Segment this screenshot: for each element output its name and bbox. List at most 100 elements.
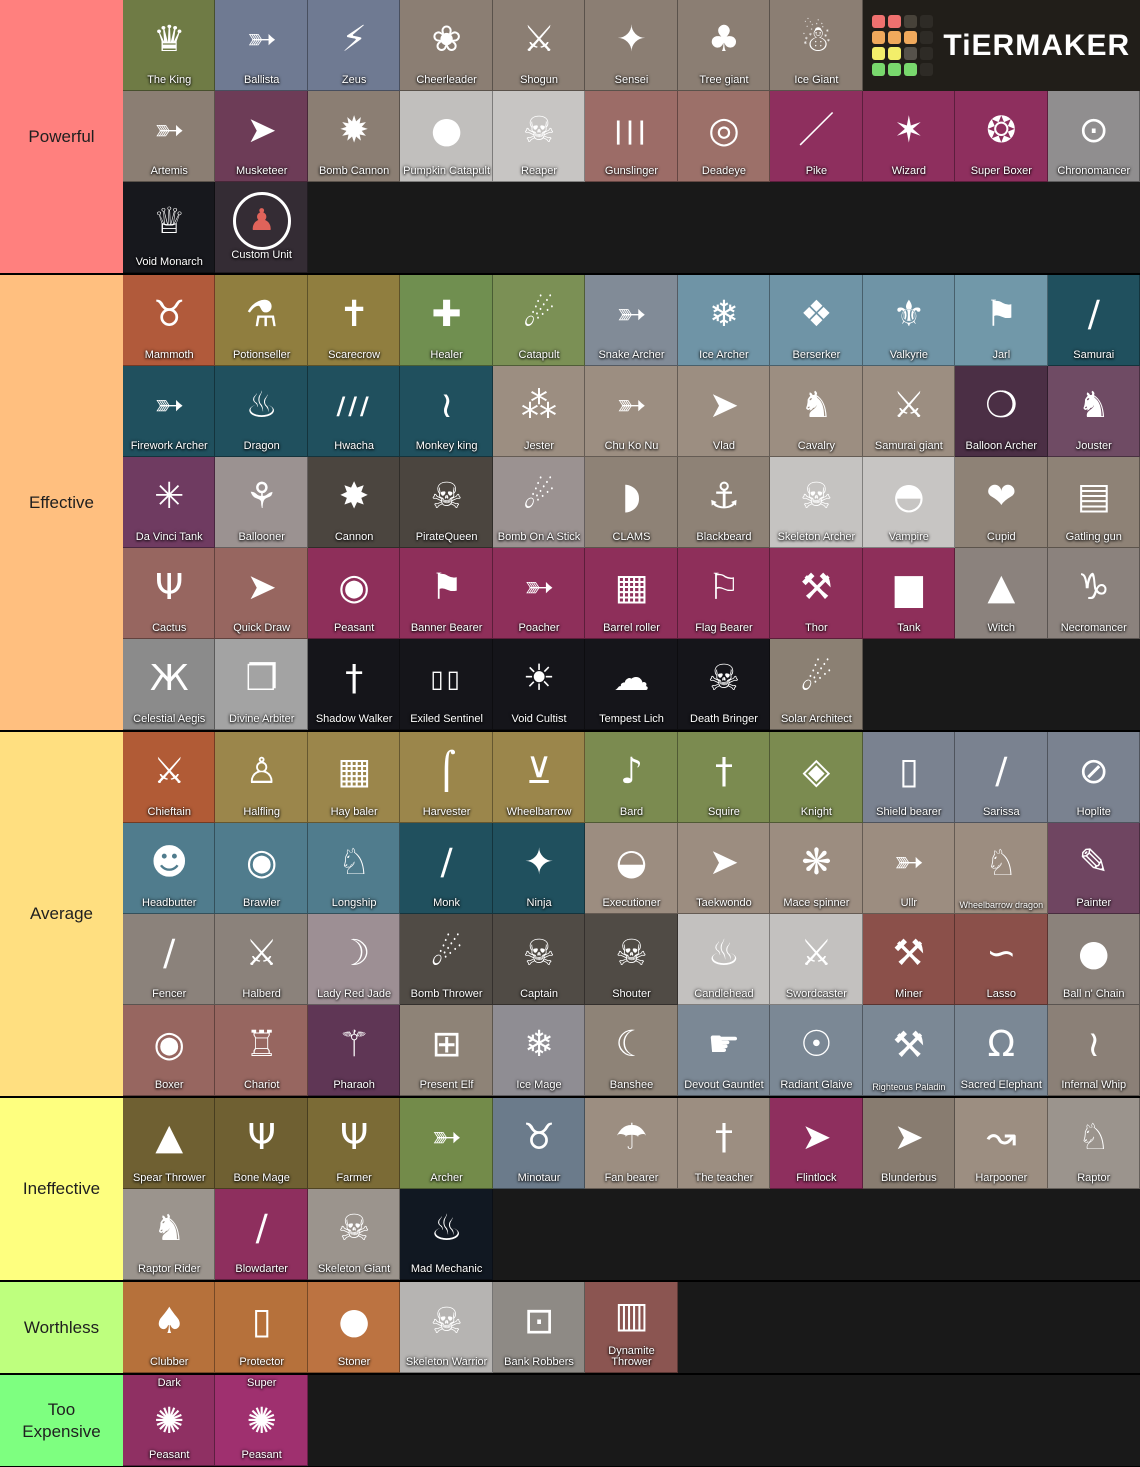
tile-catapult[interactable]: ☄ Catapult xyxy=(492,275,586,366)
tile-bone-mage[interactable]: Ψ Bone Mage xyxy=(215,1098,308,1189)
tile-artemis[interactable]: ➳ Artemis xyxy=(123,91,216,182)
tile-shield-bearer[interactable]: ▯ Shield bearer xyxy=(862,732,956,823)
tile-super-peasant[interactable]: Super ✺ Peasant xyxy=(215,1375,308,1466)
tile-swordcaster[interactable]: ⚔ Swordcaster xyxy=(770,914,863,1005)
tile-samurai-giant[interactable]: ⚔ Samurai giant xyxy=(862,366,956,457)
tile-wheelbarrow[interactable]: ⊻ Wheelbarrow xyxy=(492,732,586,823)
tile-bomb-on-a-stick[interactable]: ☄ Bomb On A Stick xyxy=(492,457,586,548)
tile-present-elf[interactable]: ⊞ Present Elf xyxy=(400,1005,493,1096)
tile-tempest-lich[interactable]: ☁ Tempest Lich xyxy=(585,639,678,730)
tile-knight[interactable]: ◈ Knight xyxy=(770,732,863,823)
tile-quick-draw[interactable]: ➤ Quick Draw xyxy=(215,548,308,639)
tile-chu-ko-nu[interactable]: ➳ Chu Ko Nu xyxy=(585,366,678,457)
tile-hoplite[interactable]: ⊘ Hoplite xyxy=(1047,732,1140,823)
tile-blowdarter[interactable]: ∕ Blowdarter xyxy=(215,1189,308,1280)
tile-raptor[interactable]: ♘ Raptor xyxy=(1047,1098,1140,1189)
tile-pharaoh[interactable]: ⚚ Pharaoh xyxy=(307,1005,401,1096)
tile-banshee[interactable]: ☾ Banshee xyxy=(585,1005,678,1096)
tile-sensei[interactable]: ✦ Sensei xyxy=(585,0,678,91)
tile-fencer[interactable]: ∕ Fencer xyxy=(123,914,216,1005)
tile-da-vinci-tank[interactable]: ✳ Da Vinci Tank xyxy=(123,457,216,548)
tile-peasant[interactable]: ◉ Peasant xyxy=(307,548,401,639)
tile-clams[interactable]: ◗ CLAMS xyxy=(585,457,678,548)
tile-deadeye[interactable]: ◎ Deadeye xyxy=(677,91,771,182)
tile-righteous-paladin[interactable]: ⚒ Righteous Paladin xyxy=(862,1005,956,1096)
tile-pike[interactable]: ／ Pike xyxy=(770,91,863,182)
tile-hwacha[interactable]: /// Hwacha xyxy=(307,366,401,457)
tile-witch[interactable]: ▲ Witch xyxy=(955,548,1048,639)
tile-protector[interactable]: ▯ Protector xyxy=(215,1282,308,1373)
tile-halfling[interactable]: ♙ Halfling xyxy=(215,732,308,823)
tile-stoner[interactable]: ● Stoner xyxy=(307,1282,401,1373)
tile-barrel-roller[interactable]: ▦ Barrel roller xyxy=(585,548,678,639)
tile-bomb-thrower[interactable]: ☄ Bomb Thrower xyxy=(400,914,493,1005)
tile-thor[interactable]: ⚒ Thor xyxy=(770,548,863,639)
tile-squire[interactable]: † Squire xyxy=(677,732,771,823)
tile-ballooner[interactable]: ⚘ Ballooner xyxy=(215,457,308,548)
tile-snake-archer[interactable]: ➳ Snake Archer xyxy=(585,275,678,366)
tile-the-teacher[interactable]: † The teacher xyxy=(677,1098,771,1189)
tile-ice-archer[interactable]: ❄ Ice Archer xyxy=(677,275,771,366)
tile-pumpkin-catapult[interactable]: ● Pumpkin Catapult xyxy=(400,91,493,182)
tile-dragon[interactable]: ♨ Dragon xyxy=(215,366,308,457)
tile-berserker[interactable]: ❖ Berserker xyxy=(770,275,863,366)
tile-harpooner[interactable]: ↝ Harpooner xyxy=(955,1098,1048,1189)
tile-shouter[interactable]: ☠ Shouter xyxy=(585,914,678,1005)
tile-infernal-whip[interactable]: ≀ Infernal Whip xyxy=(1047,1005,1140,1096)
tile-samurai[interactable]: ∕ Samurai xyxy=(1047,275,1140,366)
tile-harvester[interactable]: ⌠ Harvester xyxy=(400,732,493,823)
tile-monkey-king[interactable]: ≀ Monkey king xyxy=(400,366,493,457)
tile-vlad[interactable]: ➤ Vlad xyxy=(677,366,771,457)
tile-piratequeen[interactable]: ☠ PirateQueen xyxy=(400,457,493,548)
tile-candlehead[interactable]: ♨ Candlehead xyxy=(677,914,771,1005)
tile-radiant-glaive[interactable]: ☉ Radiant Glaive xyxy=(770,1005,863,1096)
tile-lady-red-jade[interactable]: ☽ Lady Red Jade xyxy=(307,914,401,1005)
tile-raptor-rider[interactable]: ♞ Raptor Rider xyxy=(123,1189,216,1280)
tile-banner-bearer[interactable]: ⚑ Banner Bearer xyxy=(400,548,493,639)
tile-boxer[interactable]: ◉ Boxer xyxy=(123,1005,216,1096)
tile-sacred-elephant[interactable]: Ω Sacred Elephant xyxy=(955,1005,1048,1096)
tile-chieftain[interactable]: ⚔ Chieftain xyxy=(123,732,216,823)
tile-jarl[interactable]: ⚑ Jarl xyxy=(955,275,1048,366)
tile-ninja[interactable]: ✦ Ninja xyxy=(492,823,586,914)
tile-blunderbus[interactable]: ➤ Blunderbus xyxy=(862,1098,956,1189)
tile-death-bringer[interactable]: ☠ Death Bringer xyxy=(677,639,771,730)
tile-painter[interactable]: ✎ Painter xyxy=(1047,823,1140,914)
tile-gatling-gun[interactable]: ▤ Gatling gun xyxy=(1047,457,1140,548)
tile-blackbeard[interactable]: ⚓ Blackbeard xyxy=(677,457,771,548)
tile-vampire[interactable]: ◓ Vampire xyxy=(862,457,956,548)
tile-taekwondo[interactable]: ➤ Taekwondo xyxy=(677,823,771,914)
tile-ball-n-chain[interactable]: ● Ball n' Chain xyxy=(1047,914,1140,1005)
tile-mammoth[interactable]: ♉ Mammoth xyxy=(123,275,216,366)
tile-cheerleader[interactable]: ❀ Cheerleader xyxy=(400,0,493,91)
tile-jouster[interactable]: ♞ Jouster xyxy=(1047,366,1140,457)
tile-skeleton-archer[interactable]: ☠ Skeleton Archer xyxy=(770,457,863,548)
tile-super-boxer[interactable]: ❂ Super Boxer xyxy=(955,91,1048,182)
tile-balloon-archer[interactable]: ❍ Balloon Archer xyxy=(955,366,1048,457)
tile-wheelbarrow-dragon[interactable]: ♘ Wheelbarrow dragon xyxy=(955,823,1048,914)
tile-necromancer[interactable]: ♑ Necromancer xyxy=(1047,548,1140,639)
tile-celestial-aegis[interactable]: Ж Celestial Aegis xyxy=(123,639,216,730)
tile-void-cultist[interactable]: ☀ Void Cultist xyxy=(492,639,586,730)
tile-skeleton-warrior[interactable]: ☠ Skeleton Warrior xyxy=(400,1282,493,1373)
tile-longship[interactable]: ♘ Longship xyxy=(307,823,401,914)
tile-musketeer[interactable]: ➤ Musketeer xyxy=(215,91,308,182)
tile-executioner[interactable]: ◒ Executioner xyxy=(585,823,678,914)
tile-shadow-walker[interactable]: † Shadow Walker xyxy=(307,639,401,730)
tile-brawler[interactable]: ◉ Brawler xyxy=(215,823,308,914)
tile-void-monarch[interactable]: ♕ Void Monarch xyxy=(123,182,216,273)
tile-archer[interactable]: ➳ Archer xyxy=(400,1098,493,1189)
tile-solar-architect[interactable]: ☄ Solar Architect xyxy=(770,639,863,730)
tile-tree-giant[interactable]: ♣ Tree giant xyxy=(677,0,771,91)
tile-dark-peasant[interactable]: Dark ✺ Peasant xyxy=(123,1375,216,1466)
tile-ullr[interactable]: ➳ Ullr xyxy=(862,823,956,914)
tile-lasso[interactable]: ∽ Lasso xyxy=(955,914,1048,1005)
tile-gunslinger[interactable]: ||| Gunslinger xyxy=(585,91,678,182)
tile-halberd[interactable]: ⚔ Halberd xyxy=(215,914,308,1005)
tile-cavalry[interactable]: ♞ Cavalry xyxy=(770,366,863,457)
tile-devout-gauntlet[interactable]: ☛ Devout Gauntlet xyxy=(677,1005,771,1096)
tile-potionseller[interactable]: ⚗ Potionseller xyxy=(215,275,308,366)
tile-dynamite-thrower[interactable]: ▥ Dynamite Thrower xyxy=(585,1282,678,1373)
tile-jester[interactable]: ⁂ Jester xyxy=(492,366,586,457)
tile-ice-mage[interactable]: ❄ Ice Mage xyxy=(492,1005,586,1096)
